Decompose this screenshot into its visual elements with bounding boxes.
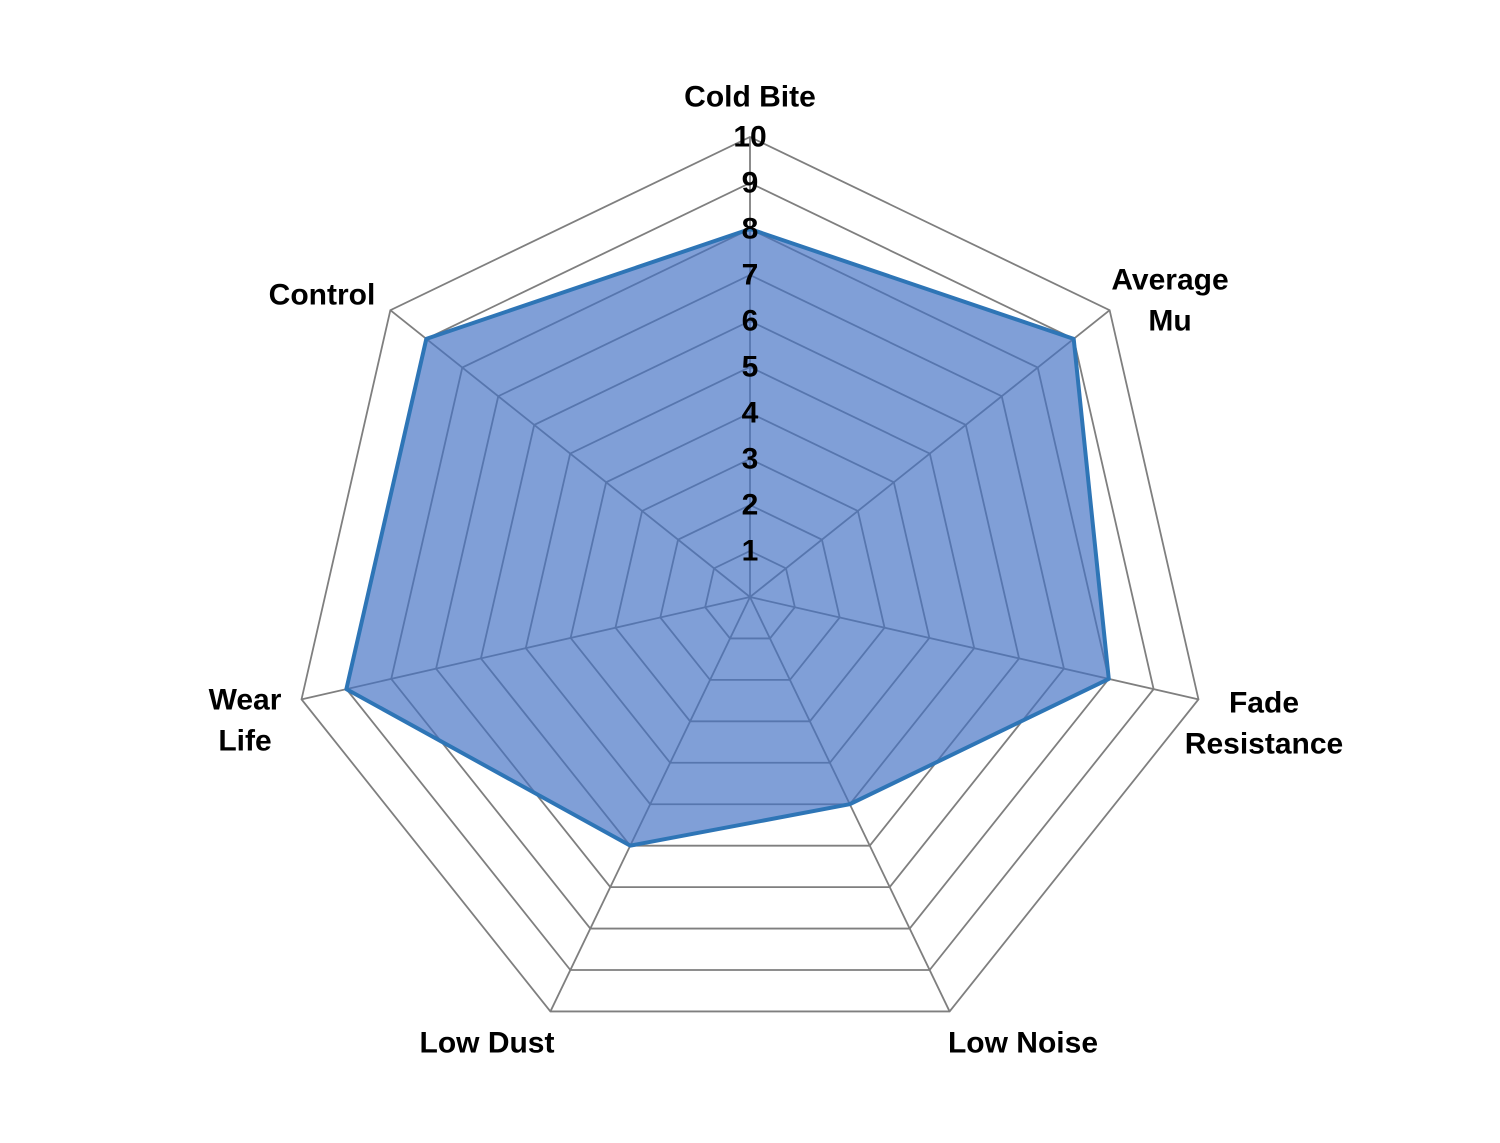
- tick-label-8: 8: [742, 213, 759, 246]
- tick-label-6: 6: [742, 305, 759, 338]
- tick-label-9: 9: [742, 167, 759, 200]
- tick-label-10: 10: [733, 121, 766, 154]
- tick-label-5: 5: [742, 351, 759, 384]
- axis-label-fade-resistance: Fade: [1229, 687, 1299, 720]
- axis-label-control: Control: [269, 279, 376, 312]
- series-polygon: [344, 227, 1111, 848]
- tick-label-2: 2: [742, 489, 759, 522]
- axis-label-average-mu: Mu: [1148, 305, 1191, 338]
- grid-ring: [300, 136, 1200, 1013]
- axis-label-wear-life: Wear: [209, 684, 282, 717]
- axis-label-wear-life: Life: [218, 725, 271, 758]
- tick-label-1: 1: [742, 535, 759, 568]
- tick-label-7: 7: [742, 259, 759, 292]
- tick-label-4: 4: [742, 397, 759, 430]
- axis-label-average-mu: Average: [1111, 264, 1228, 297]
- axis-label-low-noise: Low Noise: [948, 1027, 1098, 1060]
- axis-label-cold-bite: Cold Bite: [684, 81, 816, 114]
- tick-label-3: 3: [742, 443, 759, 476]
- axis-label-low-dust: Low Dust: [420, 1027, 555, 1060]
- axis-label-fade-resistance: Resistance: [1185, 728, 1343, 761]
